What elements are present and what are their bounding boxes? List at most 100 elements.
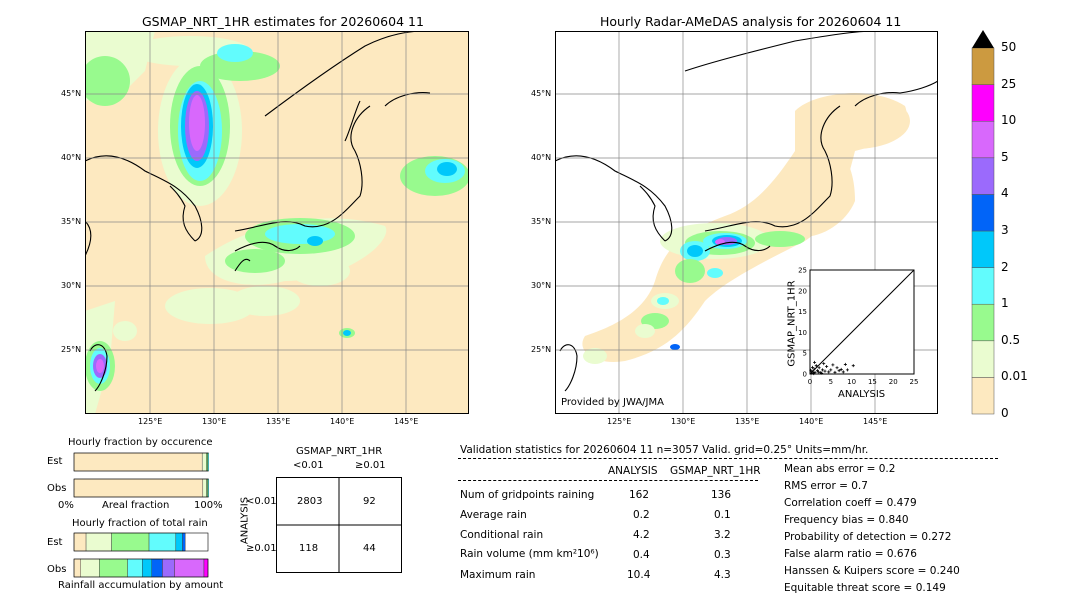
stacked-bar-segment	[201, 452, 207, 472]
right-map-rain	[583, 223, 805, 364]
colorbar-tick-label: 2	[1001, 259, 1009, 274]
validation-row-gsmap: 3.2	[714, 529, 731, 541]
validation-row-analysis: 162	[629, 489, 650, 501]
scatter-y-tick: 20	[798, 287, 807, 295]
contingency-row-label: ≥0.01	[246, 543, 277, 554]
scatter-ylabel: GSMAP_NRT_1HR	[786, 280, 798, 367]
validation-col-gsmap: GSMAP_NRT_1HR	[670, 465, 761, 477]
left-map	[85, 31, 469, 414]
occurrence-bars	[73, 452, 209, 498]
validation-col-rule	[458, 480, 758, 481]
scatter-point	[822, 362, 826, 366]
left-lon-tick: 135°E	[266, 417, 291, 426]
scatter-x-tick: 15	[868, 378, 877, 386]
scatter-point	[831, 363, 835, 367]
scatter-x-tick: 10	[847, 378, 856, 386]
stacked-bar-segment	[151, 558, 163, 578]
validation-row-label: Maximum rain	[460, 569, 536, 581]
contingency-cell: 118	[299, 543, 319, 554]
validation-row-gsmap: 136	[711, 489, 732, 501]
occurrence-axis-right: 100%	[194, 500, 223, 511]
scatter-point	[845, 368, 849, 372]
stacked-bar-segment	[182, 532, 186, 552]
scatter-x-tick: 5	[829, 378, 833, 386]
left-lon-tick: 145°E	[394, 417, 419, 426]
colorbar-extend-arrow	[972, 30, 994, 48]
occurrence-title: Hourly fraction by occurence	[68, 437, 213, 448]
scatter-y-tick: 10	[798, 329, 807, 337]
validation-header: Validation statistics for 20260604 11 n=…	[460, 444, 869, 456]
scatter-point	[825, 365, 829, 369]
left-lat-tick: 30°N	[61, 281, 82, 290]
left-lat-tick: 25°N	[61, 345, 82, 354]
left-lon-tick: 125°E	[138, 417, 163, 426]
scatter-point	[835, 366, 839, 370]
colorbar-segment	[971, 303, 995, 342]
scatter-points	[809, 360, 855, 376]
colorbar-tick-label: 10	[1001, 113, 1017, 128]
validation-score: False alarm ratio = 0.676	[784, 548, 917, 560]
stacked-bar-segment	[203, 558, 209, 578]
colorbar-segment	[971, 120, 995, 159]
colorbar-segment	[971, 377, 995, 415]
stacked-bar-segment	[174, 558, 205, 578]
colorbar-segment	[971, 230, 995, 268]
stacked-bar-segment	[142, 558, 152, 578]
scatter-xlabel: ANALYSIS	[838, 389, 886, 400]
right-lat-tick: 40°N	[531, 153, 552, 162]
scatter-point	[814, 364, 818, 368]
contingency-row-label: <0.01	[246, 496, 277, 507]
contingency-cell: 92	[363, 496, 376, 507]
colorbar-tick-label: 4	[1001, 186, 1009, 201]
total-rain-axis-label: Rainfall accumulation by amount	[58, 580, 224, 591]
scatter-point	[809, 368, 813, 372]
validation-score: Equitable threat score = 0.149	[784, 582, 946, 594]
stacked-bar-segment	[85, 532, 112, 552]
scatter-y-tick: 25	[798, 267, 807, 275]
occurrence-axis-mid: Areal fraction	[102, 500, 170, 511]
scatter-point	[820, 368, 824, 372]
total-rain-row-label-obs: Obs	[47, 564, 67, 575]
left-map-grid	[85, 31, 469, 414]
occurrence-row-label-obs: Obs	[47, 483, 67, 494]
colorbar	[971, 30, 995, 415]
left-lon-tick: 130°E	[202, 417, 227, 426]
stacked-bar-segment	[206, 452, 208, 472]
stacked-bar-frame	[73, 558, 209, 578]
stacked-bar-segment	[162, 558, 175, 578]
right-map-title: Hourly Radar-AMeDAS analysis for 2026060…	[600, 14, 902, 29]
right-lat-tick: 45°N	[531, 89, 552, 98]
scatter-point	[816, 370, 820, 374]
left-lat-tick: 40°N	[61, 153, 82, 162]
contingency-cell: 2803	[297, 496, 323, 507]
scatter-point	[809, 371, 813, 375]
stacked-bar-segment	[73, 452, 203, 472]
colorbar-segment	[971, 157, 995, 195]
scatter-point	[827, 370, 831, 374]
validation-score: Hanssen & Kuipers score = 0.240	[784, 565, 960, 577]
scatter-point	[817, 366, 821, 370]
validation-row-gsmap: 0.3	[714, 549, 731, 561]
stacked-bar-segment	[80, 558, 100, 578]
validation-row-gsmap: 0.1	[714, 509, 731, 521]
contingency-col-label: ≥0.01	[355, 460, 386, 471]
colorbar-segment	[971, 267, 995, 305]
stacked-bar-segment	[73, 478, 204, 498]
stacked-bar-segment	[202, 478, 207, 498]
validation-header-rule	[458, 458, 998, 459]
right-lon-tick: 145°E	[863, 417, 888, 426]
total-rain-row-label-est: Est	[47, 537, 63, 548]
scatter-diagonal	[809, 269, 915, 375]
occurrence-row-label-est: Est	[47, 456, 63, 467]
colorbar-tick-label: 5	[1001, 149, 1009, 164]
colorbar-tick-label: 0.01	[1001, 369, 1028, 384]
validation-score: Correlation coeff = 0.479	[784, 497, 917, 509]
stacked-bar-frame	[73, 452, 209, 472]
contingency-col-label: <0.01	[293, 460, 324, 471]
validation-row-analysis: 0.4	[633, 549, 650, 561]
validation-col-analysis: ANALYSIS	[608, 465, 658, 477]
left-lat-tick: 45°N	[61, 89, 82, 98]
scatter-point	[810, 365, 814, 369]
left-lon-tick: 140°E	[330, 417, 355, 426]
validation-row-analysis: 0.2	[633, 509, 650, 521]
